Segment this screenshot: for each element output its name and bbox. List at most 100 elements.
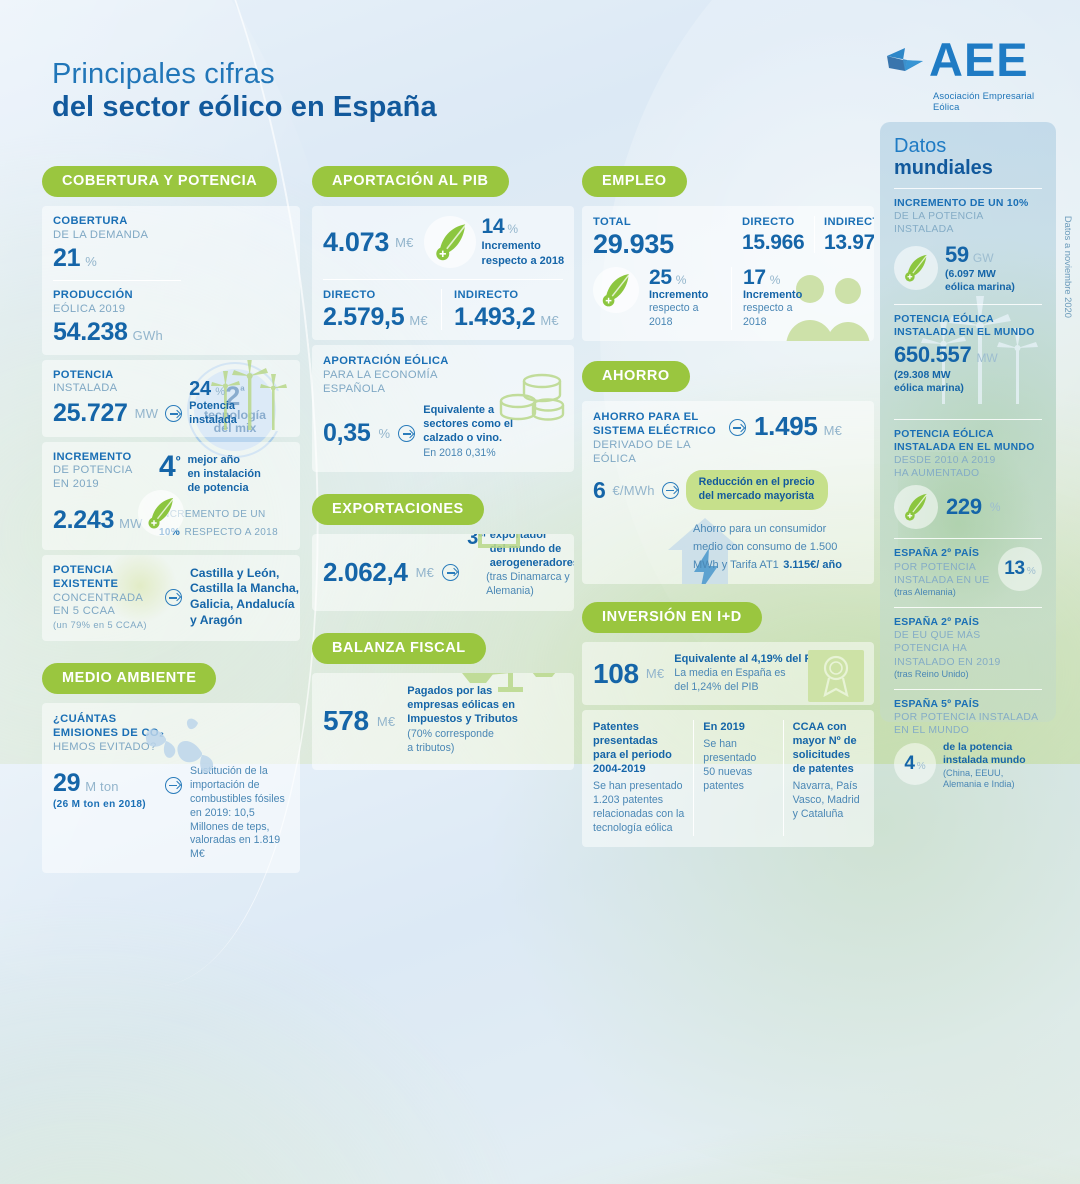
- panel-datos-mundiales: Datos mundiales INCREMENTO DE UN 10% DE …: [880, 122, 1056, 789]
- divider: [894, 607, 1042, 609]
- eolica-label-l2: ESPAÑOLA: [323, 382, 386, 395]
- world-b3-bold-2: INSTALADA EN EL MUNDO: [894, 442, 1035, 454]
- divider: [53, 279, 181, 281]
- ccaa-regions: Castilla y León, Castilla la Mancha, Gal…: [190, 565, 300, 628]
- arrow-right-icon: [729, 418, 746, 436]
- world-b1-unit: GW: [972, 251, 994, 266]
- ahorro-price-unit: €/MWh: [612, 482, 655, 498]
- card-balanza: €€ 578 M€ Pagados por las empresas eólic…: [312, 672, 574, 771]
- block-produccion: PRODUCCIÓN EÓLICA 2019 54.238 GWh: [53, 289, 203, 345]
- patents-body: Navarra, País Vasco, Madrid y Cataluña: [792, 780, 860, 821]
- world-block-incremento: INCREMENTO DE UN 10% DE LA POTENCIA INST…: [894, 197, 1042, 295]
- cobertura-label-bold: COBERTURA: [53, 215, 128, 227]
- incremento-sub-light-2: RESPECTO A 2018: [184, 526, 278, 538]
- world-b1-bold: INCREMENTO DE UN 10%: [894, 198, 1029, 209]
- patents-table: Patentes presentadas para el periodo 200…: [582, 710, 874, 848]
- aee-logo-mark: [887, 48, 923, 71]
- empleo-directo-note-bold: Incremento: [743, 288, 803, 301]
- patents-head: En 2019: [703, 721, 745, 734]
- empleo-directo-note-light: respecto a 2018: [743, 301, 793, 328]
- world-b4-bold: ESPAÑA 2º PAÍS: [894, 548, 980, 560]
- world-b6-unit: %: [916, 760, 926, 772]
- incremento-label-l2: EN 2019: [53, 478, 99, 491]
- divider: [894, 689, 1042, 691]
- title-line-1: Principales cifras: [52, 58, 275, 90]
- ccaa-label-l1: CONCENTRADA: [53, 591, 144, 604]
- cobertura-label-light: DE LA DEMANDA: [53, 228, 149, 241]
- world-b6-note-light: (China, EEUU, Alemania e India): [943, 767, 1015, 790]
- ccaa-label-b2: EXISTENTE: [53, 577, 119, 590]
- ahorro-price-value: 6: [593, 476, 606, 503]
- balanza-note-light: (70% corresponde a tributos): [407, 728, 494, 755]
- arrow-right-icon: [165, 776, 182, 794]
- pib-indirecto-value: 1.493,2: [454, 302, 536, 331]
- export-note-light: (tras Dinamarca y Alemania): [486, 571, 570, 597]
- world-b3-bold-1: POTENCIA EÓLICA: [894, 428, 994, 440]
- arrow-right-icon: [165, 588, 182, 606]
- ranking-number: 4º: [159, 449, 181, 483]
- export-unit: M€: [415, 564, 435, 580]
- produccion-label-bold: PRODUCCIÓN: [53, 288, 133, 301]
- page-title: Principales cifras del sector eólico en …: [52, 58, 437, 124]
- world-block-potencia-mundo: POTENCIA EÓLICA INSTALADA EN EL MUNDO 65…: [894, 313, 1042, 395]
- world-block-aumento: POTENCIA EÓLICA INSTALADA EN EL MUNDO DE…: [894, 428, 1042, 530]
- date-note: Datos a noviembre 2020: [1063, 215, 1074, 318]
- world-b5-bold: ESPAÑA 2º PAÍS: [894, 617, 980, 629]
- ccaa-label-l2: EN 5 CCAA: [53, 605, 116, 618]
- world-block-espana-mundo: ESPAÑA 5º PAÍS POR POTENCIA INSTALADA EN…: [894, 698, 1042, 791]
- eolica-label-bold: APORTACIÓN EÓLICA: [323, 354, 449, 367]
- growth-leaf-icon: [593, 266, 639, 313]
- empleo-directo-value: 15.966: [742, 230, 805, 254]
- ahorro-badge: Reducción en el precio del mercado mayor…: [685, 470, 828, 510]
- world-b5-light-1: DE EU QUE MÁS: [894, 630, 981, 642]
- potencia-label-light: INSTALADA: [53, 382, 118, 395]
- world-b1-value: 59: [945, 242, 969, 268]
- world-b3-unit: %: [989, 500, 1001, 515]
- card-exportaciones: 2.062,4 M€ 3er exportador del mundo de a…: [312, 533, 574, 611]
- world-b4-light-2: INSTALADA EN UE: [894, 574, 990, 586]
- world-b2-bold-2: INSTALADA EN EL MUNDO: [894, 326, 1035, 338]
- world-b2-sub: (29.308 MW eólica marina): [894, 369, 964, 394]
- empleo-total-pct: 25: [649, 265, 672, 289]
- world-b6-bold: ESPAÑA 5º PAÍS: [894, 699, 980, 711]
- patents-body: Se han presentado 1.203 patentes relacio…: [593, 780, 685, 835]
- patents-head: CCAA con mayor Nº de solicitudes de pate…: [792, 721, 857, 776]
- world-b6-light-1: POR POTENCIA INSTALADA: [894, 712, 1039, 724]
- world-b6-light-2: EN EL MUNDO: [894, 725, 970, 737]
- potencia-unit: MW: [134, 405, 159, 421]
- ccaa-label-b1: POTENCIA: [53, 563, 114, 576]
- award-medal-icon: [823, 655, 849, 697]
- export-value: 2.062,4: [323, 557, 408, 588]
- world-b4-unit: %: [1026, 566, 1036, 578]
- world-block-espana-ue: ESPAÑA 2º PAÍS POR POTENCIA INSTALADA EN…: [894, 547, 1042, 598]
- world-b4-value: 13: [1004, 558, 1025, 580]
- produccion-unit: GWh: [132, 327, 163, 343]
- eolica-note-light: En 2018 0,31%: [423, 446, 496, 459]
- divider-vertical: [731, 266, 732, 330]
- table-cell: Patentes presentadas para el periodo 200…: [584, 720, 693, 836]
- export-note-bold: exportador del mundo de aerogeneradores: [489, 533, 574, 569]
- pib-directo-unit: M€: [409, 312, 428, 328]
- table-cell: CCAA con mayor Nº de solicitudes de pate…: [782, 720, 872, 837]
- arrow-right-icon: [165, 404, 183, 422]
- world-b3-light-2: HA AUMENTADO: [894, 468, 980, 480]
- export-rank: 3er: [467, 533, 487, 549]
- ahorro-unit: M€: [823, 422, 843, 438]
- empleo-directo-pct: 17: [743, 265, 766, 289]
- card-ahorro: AHORRO PARA EL SISTEMA ELÉCTRICO DERIVAD…: [582, 400, 874, 584]
- section-balanza-fiscal: BALANZA FISCAL €€ 578 M€ Pagado: [312, 632, 574, 771]
- incremento-unit: MW: [119, 516, 143, 532]
- section-pill-balanza: BALANZA FISCAL: [312, 632, 486, 664]
- card-potencia-instalada: POTENCIA INSTALADA 25.727 MW 24 % Potenc…: [42, 359, 300, 437]
- section-pill-empleo: EMPLEO: [582, 166, 687, 197]
- title-line-2: del sector eólico en España: [52, 91, 437, 124]
- medio-sub: (26 M ton en 2018): [53, 798, 146, 810]
- growth-leaf-icon: [894, 246, 938, 291]
- section-exportaciones: EXPORTACIONES 2.062,4 M€ 3er exportador …: [312, 493, 574, 611]
- ahorro-value: 1.495: [754, 410, 818, 441]
- incremento-value: 2.243: [53, 506, 115, 535]
- divider-vertical: [441, 289, 442, 330]
- potencia-value: 25.727: [53, 398, 128, 427]
- medio-question-3: HEMOS EVITADO?: [53, 740, 157, 753]
- medio-question-1: ¿CUÁNTAS: [53, 712, 117, 725]
